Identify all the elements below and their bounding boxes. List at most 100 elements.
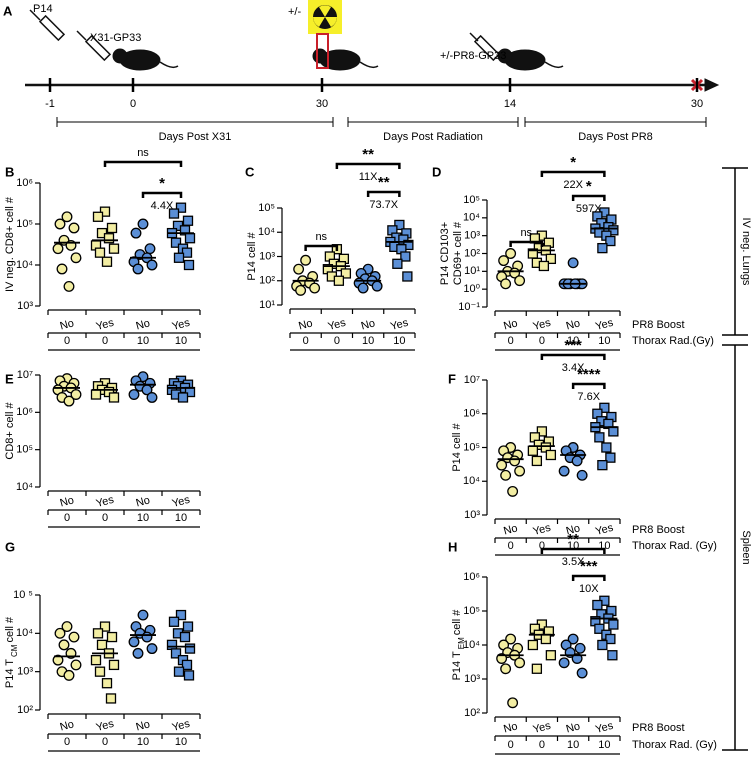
point bbox=[108, 392, 120, 403]
x-tick-label: 0 bbox=[303, 335, 309, 347]
point bbox=[601, 442, 612, 453]
y-tick-label: 10³ bbox=[259, 250, 275, 262]
y-tick-label: 10⁴ bbox=[16, 259, 33, 271]
point bbox=[605, 452, 616, 463]
x-tick-label: Yes bbox=[171, 718, 192, 734]
sig-bracket bbox=[366, 190, 401, 197]
point bbox=[61, 211, 73, 223]
x-tick-label: 10 bbox=[598, 335, 610, 347]
sig-label: ns bbox=[137, 147, 149, 159]
x-tick-label: 0 bbox=[539, 335, 545, 347]
point bbox=[607, 650, 618, 661]
point bbox=[293, 263, 305, 275]
point bbox=[574, 642, 586, 654]
point bbox=[182, 215, 194, 226]
x-tick-label: 0 bbox=[102, 335, 108, 347]
fold-label: 11X bbox=[359, 171, 378, 183]
point bbox=[571, 455, 583, 467]
y-tick-label: 10⁴ bbox=[463, 475, 480, 487]
point bbox=[605, 633, 616, 645]
point bbox=[170, 237, 182, 248]
sig-bracket bbox=[571, 194, 606, 201]
y-tick-label: 10³ bbox=[17, 666, 33, 678]
point bbox=[92, 628, 104, 639]
point bbox=[105, 693, 117, 704]
y-tick-label: 10³ bbox=[464, 230, 480, 242]
x-tick-label: 10 bbox=[137, 736, 149, 748]
x-tick-label: Yes bbox=[171, 494, 192, 510]
point bbox=[54, 218, 66, 230]
x-tick-label: 0 bbox=[539, 540, 545, 552]
x-tick-label: No bbox=[502, 522, 519, 537]
side-label: Spleen bbox=[740, 530, 752, 564]
point bbox=[599, 402, 610, 413]
point bbox=[538, 260, 550, 272]
row-label: Thorax Rad. (Gy) bbox=[632, 739, 717, 751]
point bbox=[567, 633, 579, 645]
sig-label: ** bbox=[378, 174, 390, 191]
sig-bracket bbox=[540, 353, 606, 360]
fold-label: 7.6X bbox=[577, 391, 600, 403]
y-tick-label: 10² bbox=[464, 247, 480, 259]
point bbox=[181, 659, 193, 671]
panel-letter: F bbox=[448, 371, 456, 386]
point bbox=[498, 255, 510, 267]
sig-label: **** bbox=[577, 366, 601, 383]
y-tick-label: 10⁻¹ bbox=[458, 301, 480, 313]
x-tick-label: Yes bbox=[532, 522, 553, 538]
timeline-tick-label: 30 bbox=[691, 98, 703, 110]
point bbox=[58, 639, 70, 651]
point bbox=[500, 278, 512, 290]
y-tick-label: 10⁴ bbox=[258, 226, 275, 238]
x-tick-label: Yes bbox=[532, 317, 553, 333]
panel-letter: D bbox=[432, 164, 441, 179]
y-tick-label: 10⁵ bbox=[463, 605, 480, 617]
x-tick-label: 0 bbox=[539, 739, 545, 751]
point bbox=[536, 426, 548, 437]
point bbox=[54, 627, 66, 639]
x-tick-label: No bbox=[135, 494, 152, 509]
point bbox=[183, 670, 195, 681]
panel-letter: H bbox=[448, 539, 457, 554]
point bbox=[52, 654, 64, 666]
row-label: PR8 Boost bbox=[632, 524, 685, 536]
point bbox=[392, 258, 403, 269]
point bbox=[509, 455, 521, 467]
sig-label: * bbox=[586, 178, 592, 195]
y-tick-label: 10⁵ bbox=[16, 444, 33, 456]
point bbox=[371, 280, 383, 292]
span-label: Days Post X31 bbox=[159, 131, 232, 143]
point bbox=[108, 243, 120, 254]
point bbox=[166, 639, 178, 651]
x-tick-label: No bbox=[59, 718, 76, 733]
fold-label: 10X bbox=[579, 583, 599, 595]
fold-label: 597X bbox=[576, 203, 602, 215]
radiation-icon bbox=[313, 5, 337, 28]
y-axis-label-part: cell # bbox=[451, 609, 463, 636]
point bbox=[594, 623, 605, 634]
x-tick-label: Yes bbox=[95, 317, 116, 333]
y-axis-label: IV neg. CD8+ cell # bbox=[4, 196, 16, 292]
point bbox=[175, 202, 187, 213]
sig-bracket bbox=[509, 240, 544, 247]
point bbox=[597, 459, 608, 471]
panel-letter: B bbox=[5, 164, 14, 179]
y-tick-label: 10¹ bbox=[259, 299, 275, 311]
point bbox=[63, 669, 75, 681]
x-tick-label: Yes bbox=[95, 718, 116, 734]
point bbox=[545, 650, 557, 661]
sig-label: *** bbox=[580, 558, 598, 575]
timeline-label: +/-PR8-GP33 bbox=[440, 50, 506, 62]
sig-label: *** bbox=[564, 337, 582, 354]
x-tick-label: 10 bbox=[393, 335, 405, 347]
y-tick-label: 10⁵ bbox=[16, 218, 33, 230]
x-tick-label: 0 bbox=[64, 512, 70, 524]
x-tick-label: 10 bbox=[567, 335, 579, 347]
panel-letter: A bbox=[3, 3, 13, 18]
point bbox=[402, 271, 413, 282]
point bbox=[608, 619, 619, 630]
y-tick-label: 10⁴ bbox=[16, 627, 33, 639]
point bbox=[96, 639, 108, 651]
x-tick-label: Yes bbox=[594, 522, 615, 538]
x-tick-label: Yes bbox=[95, 494, 116, 510]
